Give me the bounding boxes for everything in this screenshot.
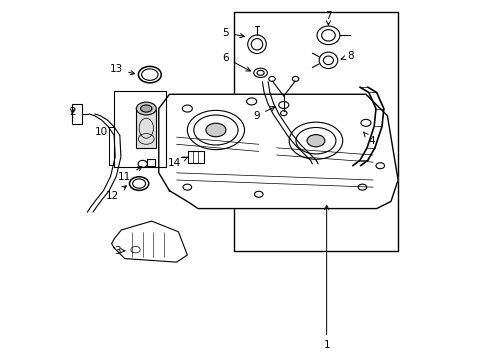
Text: 9: 9 [253, 107, 274, 121]
Text: 11: 11 [118, 167, 142, 182]
Text: 4: 4 [363, 132, 374, 146]
Ellipse shape [257, 70, 264, 75]
Text: 2: 2 [69, 107, 76, 117]
Ellipse shape [306, 135, 324, 147]
Bar [136, 111, 156, 148]
Text: 1: 1 [323, 205, 329, 350]
Text: 7: 7 [325, 11, 331, 25]
Text: 8: 8 [341, 51, 353, 61]
Text: 13: 13 [110, 64, 134, 75]
Text: 10: 10 [94, 127, 107, 137]
Ellipse shape [136, 102, 156, 115]
Text: 6: 6 [222, 53, 250, 71]
Bar [72, 104, 82, 124]
Text: 12: 12 [105, 186, 126, 201]
Bar [233, 12, 397, 251]
Polygon shape [159, 94, 397, 208]
Ellipse shape [205, 123, 225, 137]
Bar [114, 91, 165, 167]
Ellipse shape [140, 105, 152, 112]
Text: 14: 14 [168, 157, 187, 168]
Ellipse shape [251, 39, 262, 50]
Text: 3: 3 [114, 246, 124, 256]
Polygon shape [111, 221, 187, 262]
Ellipse shape [323, 56, 333, 64]
Text: 5: 5 [222, 28, 244, 38]
Bar [147, 159, 155, 166]
Bar [188, 151, 203, 163]
